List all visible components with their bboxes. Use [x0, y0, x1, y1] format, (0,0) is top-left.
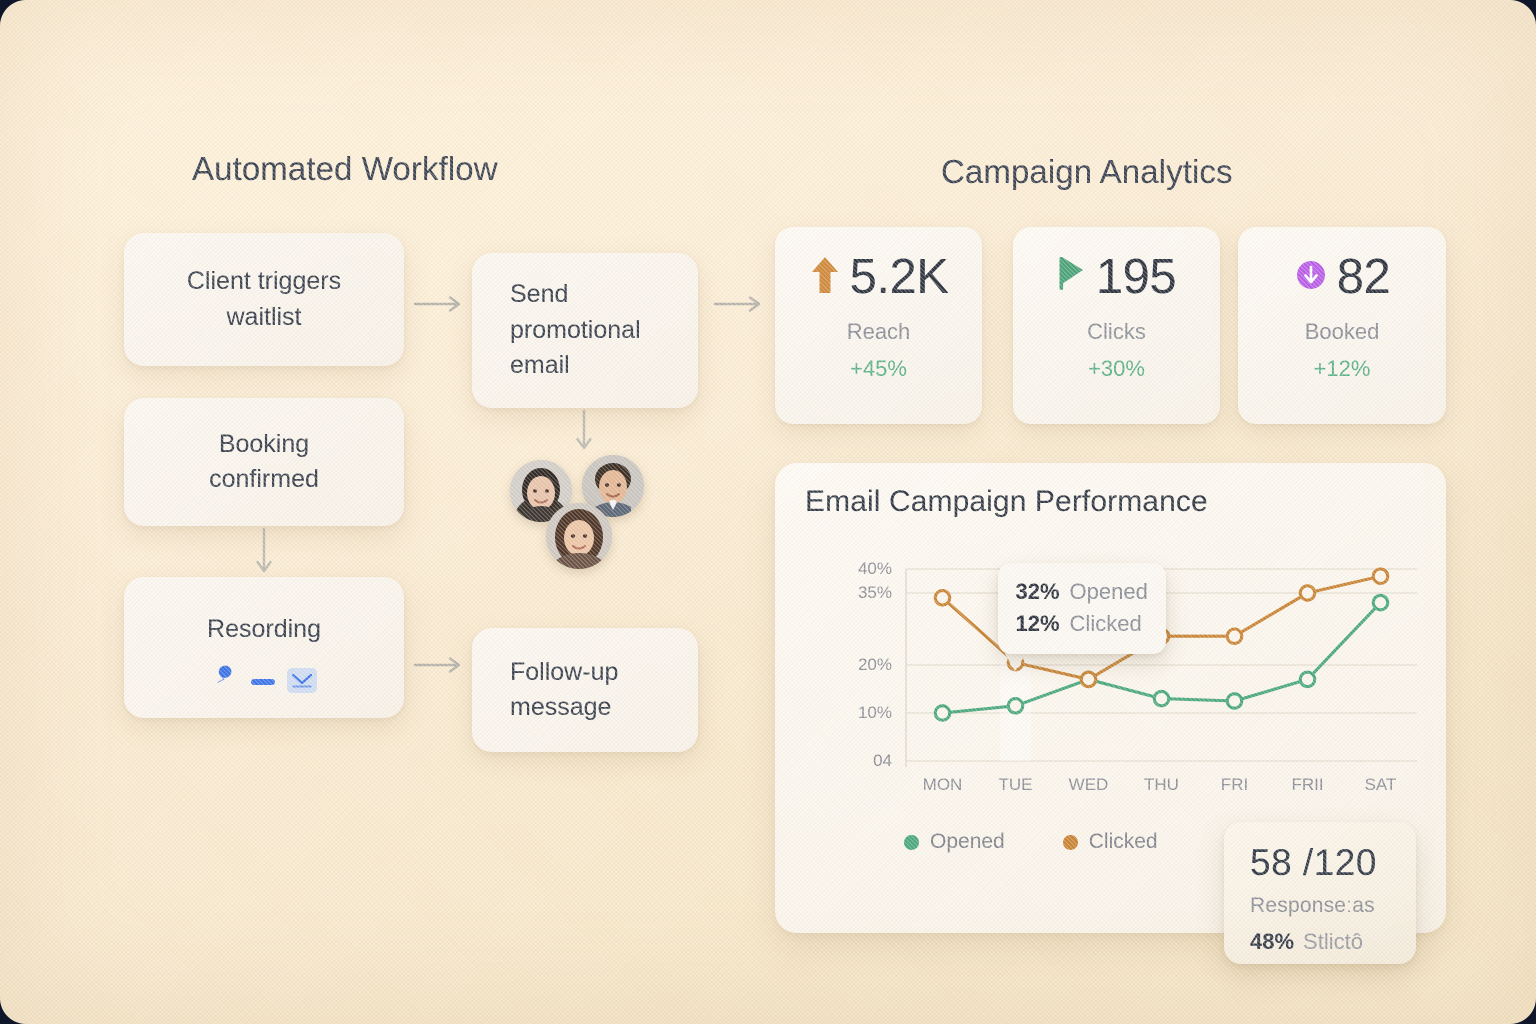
- arrow-right-icon: [412, 653, 468, 682]
- workflow-node-trigger-label: Client triggers waitlist: [186, 267, 342, 331]
- responses-percent: 48%: [1250, 929, 1295, 954]
- stat-card-clicks-delta: +30%: [1088, 356, 1145, 381]
- arrow-right-icon: [412, 292, 468, 321]
- chart-x-tick: WED: [1068, 775, 1109, 794]
- chart-y-tick: 40%: [857, 559, 892, 578]
- chart-y-tick: 35%: [857, 583, 892, 602]
- arrow-right-icon: [712, 292, 768, 321]
- workflow-node-promo[interactable]: Send promotional email: [472, 253, 698, 408]
- workflow-node-followup[interactable]: Follow-up message: [472, 628, 698, 752]
- stat-card-booked-label: Booked: [1304, 319, 1380, 344]
- chart-tooltip-row: 12% Clicked: [1016, 608, 1148, 640]
- chart-tooltip-key-clicked: Clicked: [1069, 610, 1142, 636]
- workflow-node-followup-label: Follow-up message: [510, 657, 619, 722]
- chart-tooltip: 32% Opened 12% Clicked: [997, 563, 1166, 654]
- responses-value: 58 /120: [1250, 842, 1377, 883]
- stat-card-reach-value: 5.2K: [849, 250, 949, 304]
- legend-item-opened[interactable]: Opened: [904, 830, 1005, 854]
- legend-dot-clicked: [1062, 834, 1078, 850]
- responses-label: Responseːas: [1250, 894, 1375, 917]
- chart-y-tick: 20%: [857, 655, 892, 674]
- stat-card-booked[interactable]: 82 Booked +12%: [1238, 227, 1446, 424]
- chart-legend: Opened Clicked: [904, 830, 1158, 854]
- stat-card-reach-label: Reach: [846, 319, 911, 344]
- workflow-node-booking[interactable]: Booking confirmed: [124, 398, 404, 526]
- arrow-down-icon: [572, 409, 596, 462]
- avatar: [546, 503, 612, 569]
- stat-card-reach-delta: +45%: [850, 356, 907, 381]
- chart-tooltip-key-opened: Opened: [1069, 579, 1148, 604]
- recording-icon-row: [211, 661, 317, 700]
- chart-x-tick: FRII: [1291, 775, 1324, 794]
- flag-icon: [1057, 254, 1087, 301]
- arrow-up-icon: [809, 254, 841, 301]
- workflow-node-recording-label: Resording: [207, 614, 321, 643]
- stat-card-clicks[interactable]: 195 Clicks +30%: [1013, 227, 1220, 424]
- chart-title: Email Campaign Performance: [805, 485, 1208, 518]
- chart-y-tick: 10%: [857, 703, 892, 722]
- legend-label-opened: Opened: [930, 830, 1005, 853]
- stat-card-booked-top: 82: [1294, 253, 1391, 302]
- responses-card[interactable]: 58 /120 Responseːas 48% Stlictô: [1224, 822, 1416, 964]
- chart-y-tick: 04: [873, 751, 892, 770]
- stat-card-reach[interactable]: 5.2K Reach +45%: [775, 227, 982, 424]
- dash-icon: [250, 663, 276, 699]
- workflow-node-trigger[interactable]: Client triggers waitlist: [124, 233, 404, 366]
- legend-label-clicked: Clicked: [1088, 830, 1158, 853]
- pin-icon: [211, 661, 239, 700]
- analytics-section-title: Campaign Analytics: [941, 153, 1233, 190]
- responses-bottom-row: 48% Stlictô: [1250, 929, 1390, 955]
- workflow-node-promo-label: Send promotional email: [510, 280, 641, 380]
- chart-x-tick: SAT: [1364, 775, 1397, 794]
- arrow-down-icon: [252, 526, 276, 585]
- chart-x-tick: FRI: [1220, 775, 1249, 794]
- stat-card-clicks-value: 195: [1095, 250, 1177, 304]
- workflow-node-recording[interactable]: Resording: [124, 577, 404, 718]
- chart-tooltip-value-clicked: 12%: [1015, 610, 1060, 636]
- stat-card-clicks-label: Clicks: [1087, 319, 1146, 344]
- stat-card-booked-value: 82: [1336, 250, 1391, 304]
- legend-dot-opened: [904, 834, 919, 850]
- avatar-group: [510, 455, 644, 570]
- chart-x-tick: THU: [1144, 775, 1179, 794]
- chart-x-tick: TUE: [998, 775, 1033, 794]
- chart-x-tick: MON: [922, 775, 963, 794]
- stat-card-booked-delta: +12%: [1313, 356, 1371, 381]
- chart-tooltip-value-opened: 32%: [1015, 579, 1060, 604]
- envelope-icon: [287, 667, 317, 693]
- circle-down-icon: [1294, 255, 1328, 300]
- responses-sublabel: Stlictô: [1303, 929, 1363, 954]
- workflow-section-title: Automated Workflow: [192, 150, 498, 187]
- stat-card-clicks-top: 195: [1057, 250, 1177, 304]
- legend-item-clicked[interactable]: Clicked: [1062, 830, 1158, 854]
- workflow-node-booking-label: Booking confirmed: [209, 429, 319, 494]
- stat-card-reach-top: 5.2K: [809, 253, 949, 302]
- chart-tooltip-row: 32% Opened: [1016, 576, 1148, 608]
